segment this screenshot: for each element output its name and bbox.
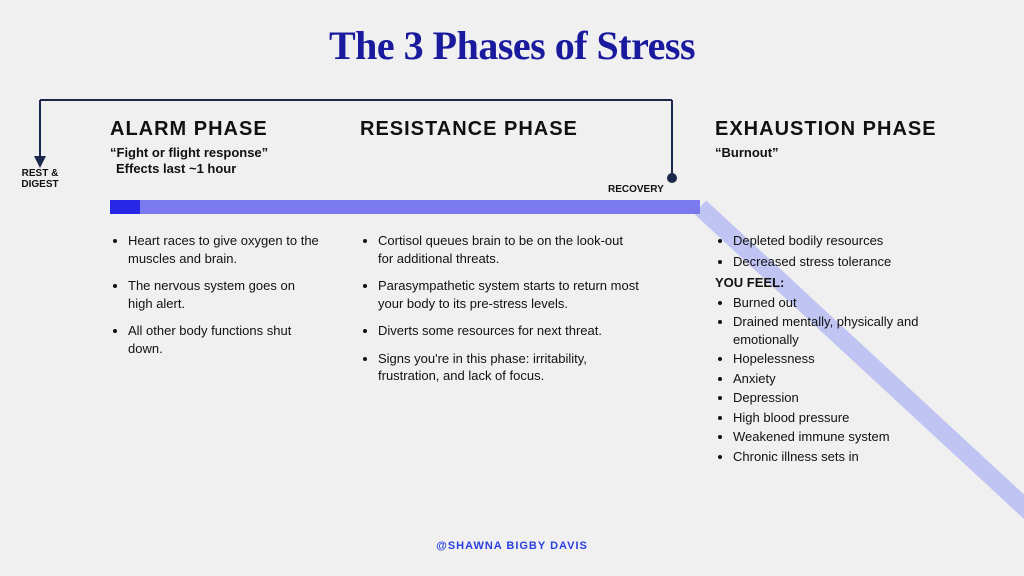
resistance-heading: RESISTANCE PHASE <box>360 118 578 141</box>
list-item: Depleted bodily resources <box>733 232 970 250</box>
list-item: Hopelessness <box>733 350 970 368</box>
recovery-label: RECOVERY <box>608 184 664 195</box>
list-item: Drained mentally, physically and emotion… <box>733 313 970 348</box>
exhaustion-bullets: Depleted bodily resources Decreased stres… <box>715 232 970 468</box>
page-title: The 3 Phases of Stress <box>0 22 1024 69</box>
list-item: All other body functions shut down. <box>128 322 320 357</box>
rest-digest-label: REST &DIGEST <box>10 168 70 190</box>
list-item: Chronic illness sets in <box>733 448 970 466</box>
list-item: Burned out <box>733 294 970 312</box>
list-item: Decreased stress tolerance <box>733 253 970 271</box>
list-item: Diverts some resources for next threat. <box>378 322 640 340</box>
alarm-bullets: Heart races to give oxygen to the muscle… <box>110 232 320 367</box>
list-item: Anxiety <box>733 370 970 388</box>
list-item: Depression <box>733 389 970 407</box>
list-item: Weakened immune system <box>733 428 970 446</box>
alarm-heading: ALARM PHASE <box>110 118 268 141</box>
exhaustion-heading: EXHAUSTION PHASE <box>715 118 937 141</box>
list-item: Signs you're in this phase: irritability… <box>378 350 640 385</box>
you-feel-label: YOU FEEL: <box>715 274 970 292</box>
alarm-subtitle-1: “Fight or flight response” <box>110 145 268 160</box>
resistance-bullets: Cortisol queues brain to be on the look-… <box>360 232 640 395</box>
list-item: Heart races to give oxygen to the muscle… <box>128 232 320 267</box>
list-item: Parasympathetic system starts to return … <box>378 277 640 312</box>
credit-label: @SHAWNA BIGBY DAVIS <box>0 540 1024 552</box>
list-item: High blood pressure <box>733 409 970 427</box>
alarm-subtitle-2: Effects last ~1 hour <box>116 161 236 176</box>
exhaustion-subtitle: “Burnout” <box>715 145 779 160</box>
list-item: The nervous system goes on high alert. <box>128 277 320 312</box>
list-item: Cortisol queues brain to be on the look-… <box>378 232 640 267</box>
